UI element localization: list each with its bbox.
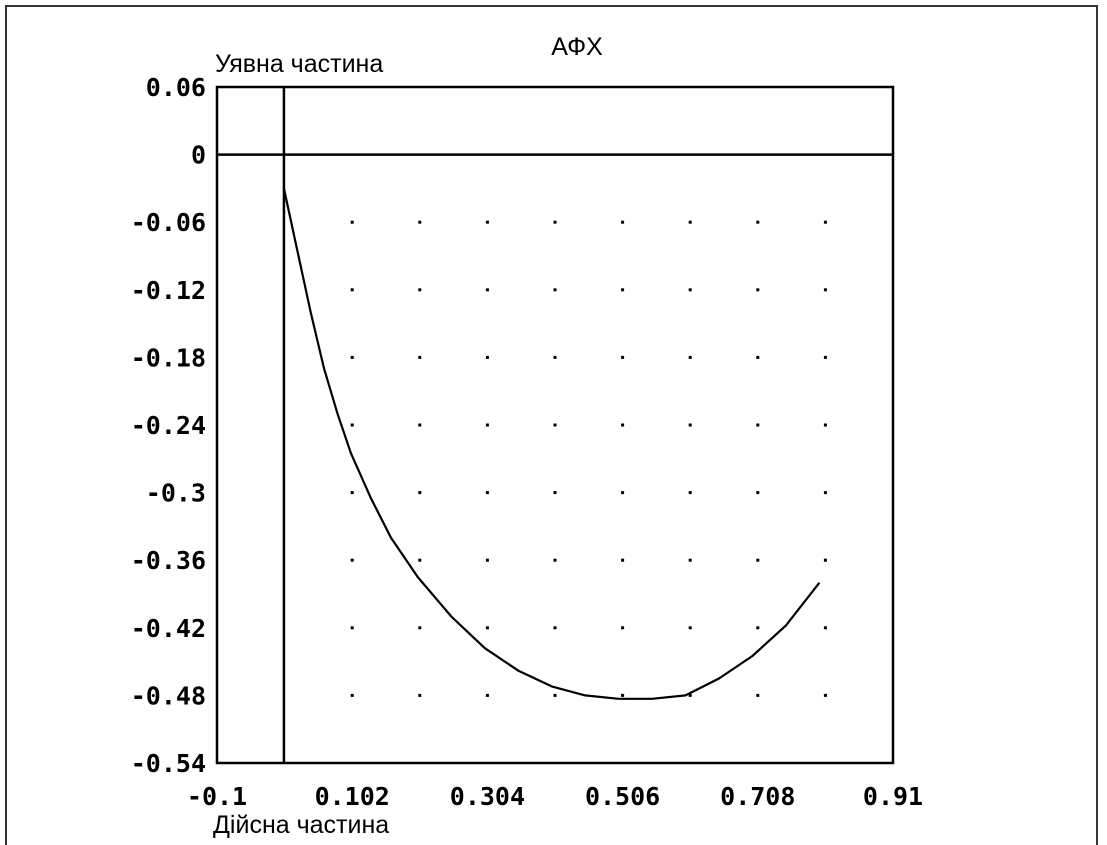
grid-dot	[823, 558, 827, 562]
plot-frame	[215, 85, 895, 765]
window-frame	[5, 5, 1098, 845]
y-tick-label: -0.48	[131, 681, 206, 710]
grid-dot	[485, 491, 489, 495]
grid-dot	[418, 693, 422, 697]
y-tick-label: 0.06	[146, 73, 206, 102]
grid-dot	[621, 626, 625, 630]
grid-dot	[485, 423, 489, 427]
x-axis-label: Дійсна частина	[213, 811, 389, 839]
x-tick-label: 0.708	[720, 782, 795, 811]
y-tick-label: 0	[191, 141, 206, 170]
grid-dot	[485, 693, 489, 697]
x-tick-label: 0.102	[315, 782, 390, 811]
grid-dot	[350, 626, 354, 630]
grid-dot	[688, 693, 692, 697]
nyquist-curve	[282, 188, 821, 700]
grid-dot	[553, 491, 557, 495]
grid-dot	[418, 355, 422, 359]
grid-dot	[756, 558, 760, 562]
grid-dot	[823, 423, 827, 427]
grid-dot	[621, 558, 625, 562]
y-tick-label: -0.12	[131, 276, 206, 305]
grid-dot	[553, 355, 557, 359]
grid-dot	[350, 693, 354, 697]
y-tick-label: -0.54	[131, 749, 206, 778]
grid-dot	[621, 220, 625, 224]
grid-dot	[350, 288, 354, 292]
grid-dot	[485, 220, 489, 224]
chart-title: АФХ	[551, 33, 603, 61]
grid-dot	[485, 355, 489, 359]
grid-dot	[418, 491, 422, 495]
grid-dots	[350, 220, 827, 697]
grid-dot	[350, 558, 354, 562]
axes	[215, 85, 895, 765]
grid-dot	[418, 626, 422, 630]
grid-dot	[756, 220, 760, 224]
x-tick-label: 0.91	[863, 782, 923, 811]
grid-dot	[823, 220, 827, 224]
grid-dot	[553, 288, 557, 292]
grid-dot	[621, 423, 625, 427]
y-tick-label: -0.42	[131, 614, 206, 643]
grid-dot	[756, 355, 760, 359]
grid-dot	[688, 220, 692, 224]
grid-dot	[756, 288, 760, 292]
grid-dot	[418, 558, 422, 562]
grid-dot	[823, 288, 827, 292]
grid-dot	[418, 423, 422, 427]
y-tick-label: -0.06	[131, 208, 206, 237]
y-tick-labels: 0.06 0 -0.06 -0.12 -0.18 -0.24 -0.3 -0.36 -0.42 -…	[131, 73, 206, 778]
grid-dot	[553, 693, 557, 697]
grid-dot	[756, 491, 760, 495]
grid-dot	[350, 220, 354, 224]
grid-dot	[823, 355, 827, 359]
grid-dot	[688, 626, 692, 630]
grid-dot	[688, 491, 692, 495]
grid-dot	[553, 626, 557, 630]
grid-dot	[756, 626, 760, 630]
grid-dot	[756, 423, 760, 427]
grid-dot	[350, 355, 354, 359]
y-axis-label: Уявна частина	[215, 50, 383, 78]
grid-dot	[688, 423, 692, 427]
grid-dot	[553, 558, 557, 562]
y-tick-label: -0.3	[146, 479, 206, 508]
y-tick-label: -0.24	[131, 411, 206, 440]
grid-dot	[823, 626, 827, 630]
grid-dot	[621, 693, 625, 697]
grid-dot	[350, 423, 354, 427]
grid-dot	[688, 288, 692, 292]
y-tick-label: -0.18	[131, 343, 206, 372]
grid-dot	[688, 558, 692, 562]
grid-dot	[418, 288, 422, 292]
grid-dot	[823, 491, 827, 495]
grid-dot	[350, 491, 354, 495]
grid-dot	[485, 626, 489, 630]
grid-dot	[485, 288, 489, 292]
grid-dot	[621, 491, 625, 495]
x-tick-label: 0.506	[585, 782, 660, 811]
grid-dot	[418, 220, 422, 224]
grid-dot	[621, 355, 625, 359]
grid-dot	[485, 558, 489, 562]
grid-dot	[823, 693, 827, 697]
y-tick-label: -0.36	[131, 546, 206, 575]
grid-dot	[621, 288, 625, 292]
x-tick-label: -0.1	[187, 782, 247, 811]
grid-dot	[756, 693, 760, 697]
grid-dot	[553, 423, 557, 427]
x-tick-label: 0.304	[450, 782, 525, 811]
x-tick-labels: -0.1 0.102 0.304 0.506 0.708 0.91	[187, 782, 923, 811]
grid-dot	[688, 355, 692, 359]
grid-dot	[553, 220, 557, 224]
